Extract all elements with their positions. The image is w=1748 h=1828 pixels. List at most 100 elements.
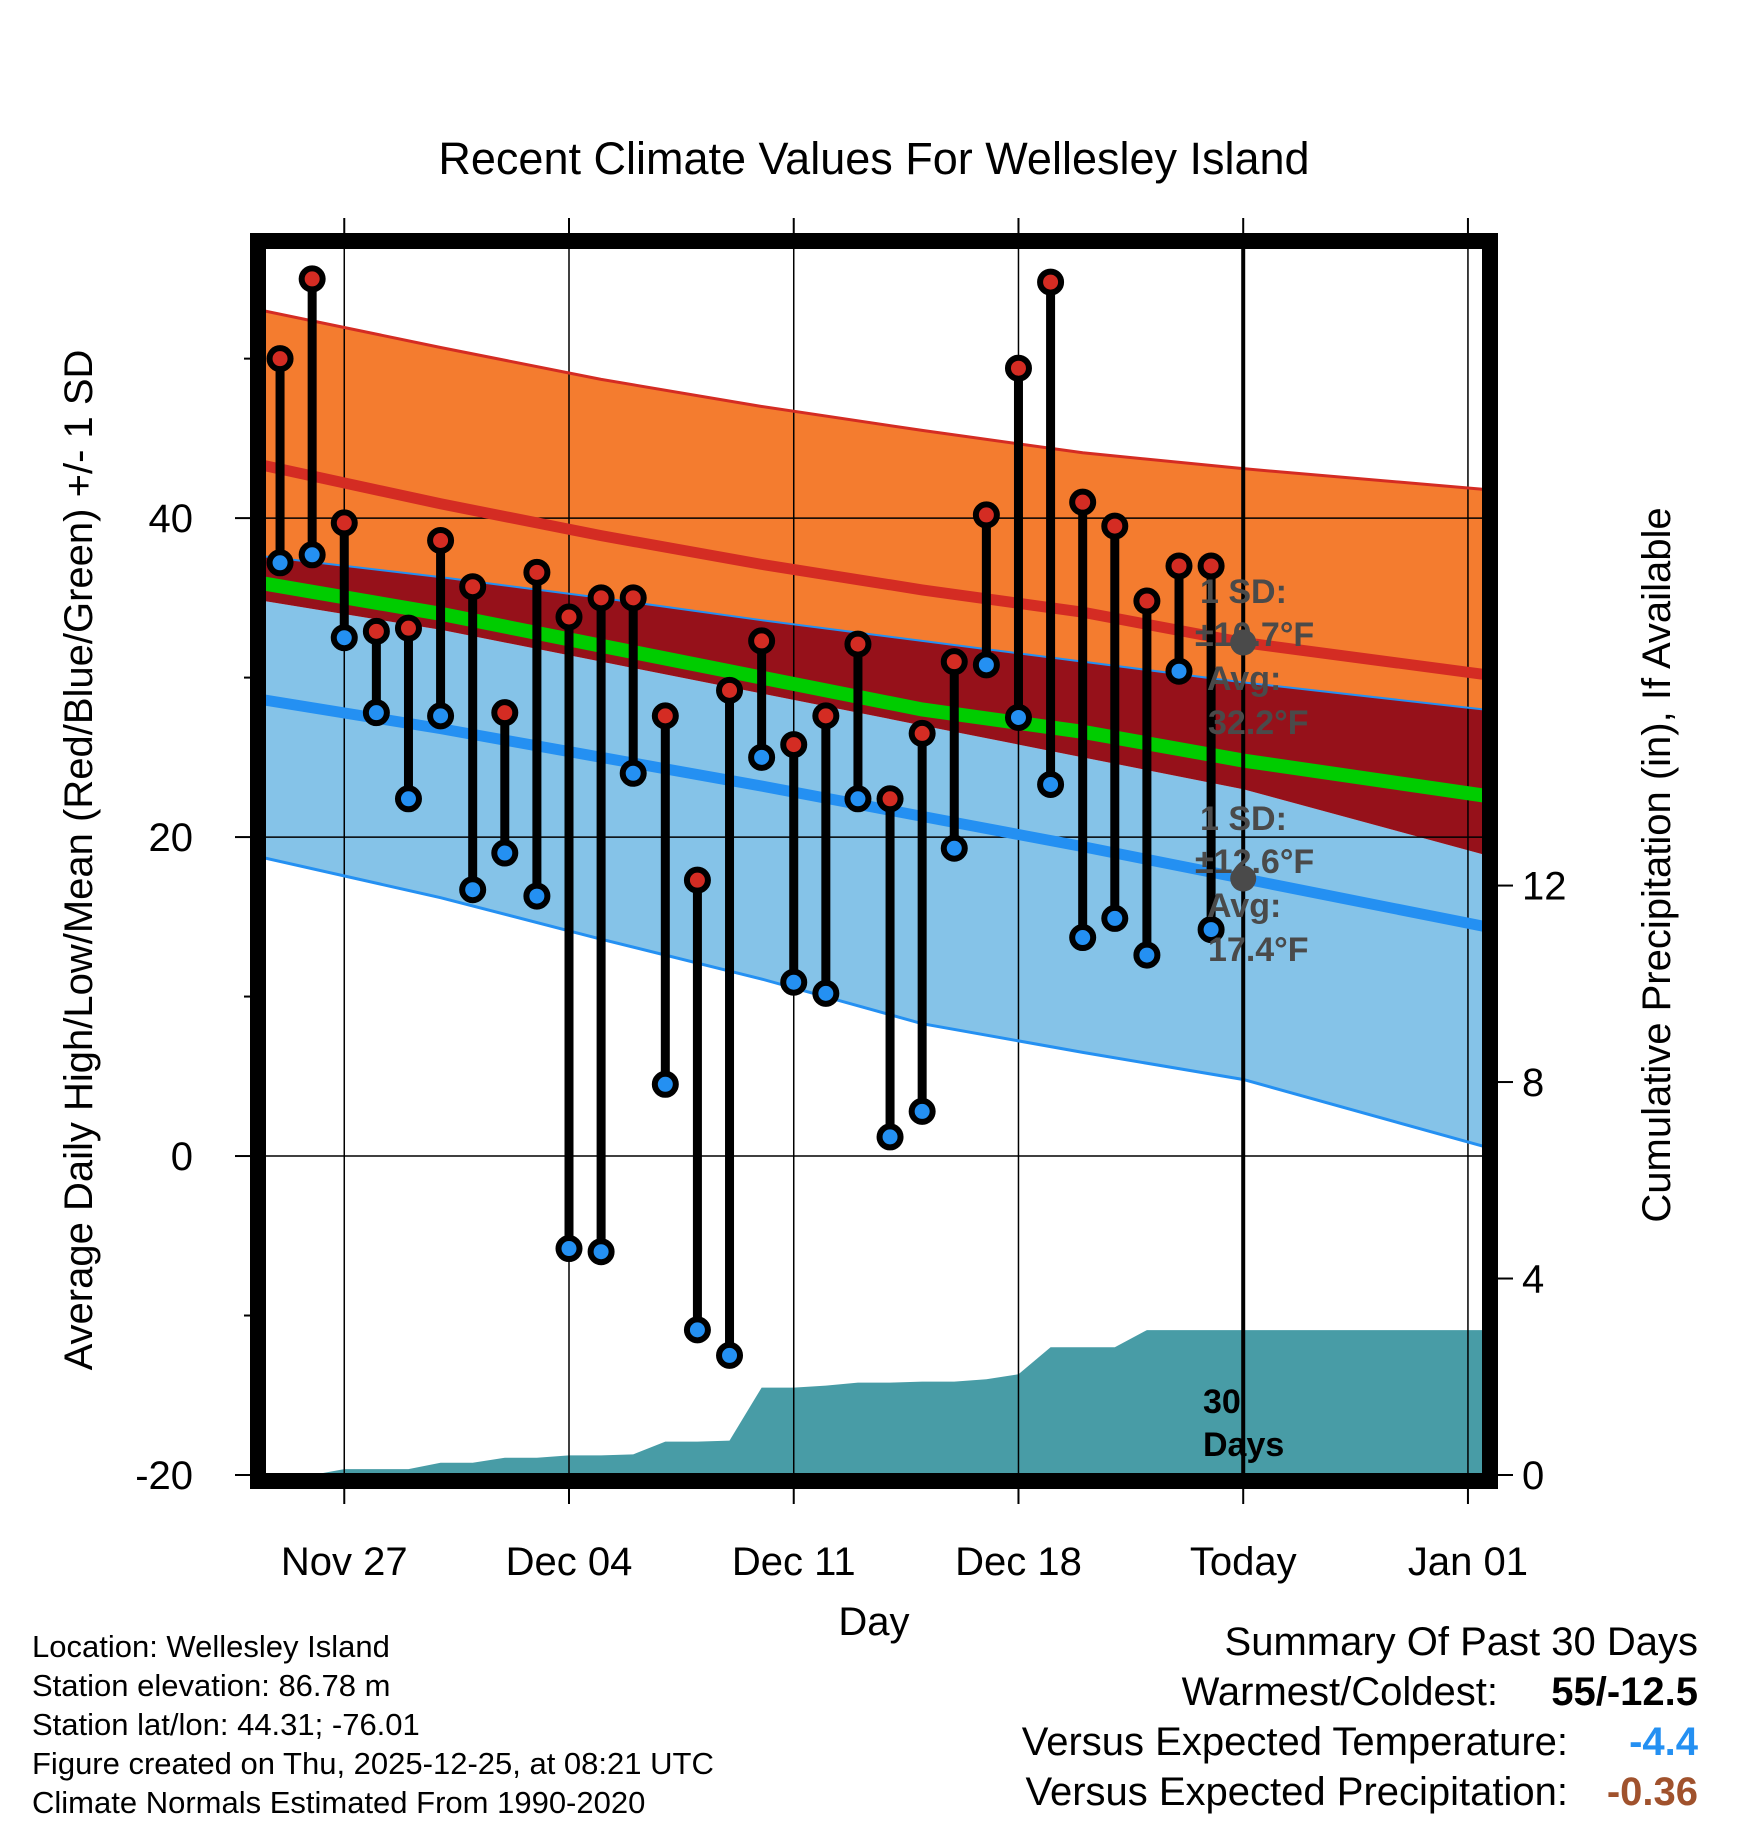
daily-high-point bbox=[587, 584, 615, 612]
high-avg-value: 32.2°F bbox=[1208, 704, 1309, 742]
low-sd-label: 1 SD: bbox=[1200, 800, 1287, 838]
daily-high-point bbox=[1133, 587, 1161, 615]
plot-inner bbox=[264, 247, 1484, 1475]
daily-high-point bbox=[491, 699, 519, 727]
daily-low-point bbox=[1101, 904, 1129, 932]
daily-high-point bbox=[1004, 354, 1032, 382]
normal-high-line bbox=[264, 460, 1484, 680]
daily-low-point bbox=[651, 1070, 679, 1098]
daily-high-point bbox=[459, 573, 487, 601]
daily-high-point bbox=[1069, 488, 1097, 516]
y2-tick-label: 8 bbox=[1522, 1061, 1544, 1105]
summary-warm-cold-label: Warmest/Coldest: bbox=[1181, 1670, 1498, 1714]
y2-tick-label: 4 bbox=[1522, 1258, 1544, 1302]
plot-frame bbox=[250, 233, 1498, 1489]
daily-low-point bbox=[1004, 703, 1032, 731]
y2-axis-label: Cumulative Precipitation (in), If Availa… bbox=[1635, 507, 1679, 1222]
x-tick-label: Dec 04 bbox=[506, 1540, 633, 1584]
daily-high-point bbox=[780, 731, 808, 759]
low-sd-bottom-line bbox=[264, 856, 1484, 1148]
y2-tick-label: 12 bbox=[1522, 865, 1567, 909]
high-avg-label: Avg: bbox=[1207, 660, 1281, 698]
daily-high-point bbox=[1165, 552, 1193, 580]
normal-mean-line bbox=[264, 576, 1484, 803]
daily-low-point bbox=[1037, 770, 1065, 798]
daily-low-point bbox=[555, 1235, 583, 1263]
daily-low-point bbox=[587, 1238, 615, 1266]
x-axis-label: Day bbox=[838, 1600, 909, 1644]
daily-high-point bbox=[555, 603, 583, 631]
days-word-label: Days bbox=[1203, 1426, 1284, 1464]
daily-high-point bbox=[619, 584, 647, 612]
daily-low-point bbox=[394, 785, 422, 813]
daily-high-point bbox=[748, 627, 776, 655]
daily-low-point bbox=[619, 759, 647, 787]
daily-low-point bbox=[844, 785, 872, 813]
daily-high-point bbox=[266, 345, 294, 373]
normal-low-line bbox=[264, 694, 1484, 932]
daily-low-point bbox=[459, 876, 487, 904]
daily-high-point bbox=[651, 702, 679, 730]
daily-high-point bbox=[940, 648, 968, 676]
footer-normals: Climate Normals Estimated From 1990-2020 bbox=[32, 1785, 646, 1820]
y-tick-label: 40 bbox=[149, 497, 194, 541]
daily-high-point bbox=[298, 265, 326, 293]
daily-low-point bbox=[523, 882, 551, 910]
daily-low-point bbox=[876, 1123, 904, 1151]
footer-location: Location: Wellesley Island bbox=[32, 1629, 390, 1664]
y-tick-label: -20 bbox=[135, 1454, 193, 1498]
summary-title: Summary Of Past 30 Days bbox=[1224, 1620, 1698, 1664]
days-count-label: 30 bbox=[1203, 1383, 1241, 1421]
daily-low-point bbox=[491, 839, 519, 867]
summary-warm-cold-value: 55/-12.5 bbox=[1551, 1670, 1698, 1714]
daily-low-point bbox=[1197, 916, 1225, 944]
daily-low-point bbox=[298, 541, 326, 569]
daily-low-point bbox=[1165, 657, 1193, 685]
low-avg-marker bbox=[1230, 865, 1257, 892]
summary-precip-label: Versus Expected Precipitation: bbox=[1025, 1770, 1568, 1814]
daily-high-point bbox=[1197, 552, 1225, 580]
y-tick-label: 20 bbox=[149, 816, 194, 860]
daily-high-point bbox=[1101, 512, 1129, 540]
low-avg-value: 17.4°F bbox=[1208, 931, 1309, 969]
daily-high-point bbox=[972, 501, 1000, 529]
summary-precip-value: -0.36 bbox=[1606, 1770, 1698, 1814]
daily-low-point bbox=[716, 1341, 744, 1369]
daily-low-point bbox=[780, 968, 808, 996]
daily-high-point bbox=[683, 866, 711, 894]
footer-latlon: Station lat/lon: 44.31; -76.01 bbox=[32, 1707, 420, 1742]
high-sd-label: 1 SD: bbox=[1200, 573, 1287, 611]
high-avg-marker bbox=[1230, 629, 1257, 656]
summary-temp-value: -4.4 bbox=[1629, 1720, 1698, 1764]
daily-high-point bbox=[427, 526, 455, 554]
y-axis-label: Average Daily High/Low/Mean (Red/Blue/Gr… bbox=[57, 350, 101, 1371]
daily-low-point bbox=[972, 651, 1000, 679]
x-tick-label: Jan 01 bbox=[1408, 1540, 1528, 1584]
daily-low-point bbox=[1069, 924, 1097, 952]
daily-low-point bbox=[812, 979, 840, 1007]
daily-low-point bbox=[427, 702, 455, 730]
daily-high-point bbox=[394, 614, 422, 642]
chart-title: Recent Climate Values For Wellesley Isla… bbox=[438, 133, 1309, 184]
daily-high-point bbox=[1037, 268, 1065, 296]
daily-low-point bbox=[266, 549, 294, 577]
x-tick-label: Today bbox=[1190, 1540, 1297, 1584]
y2-tick-label: 0 bbox=[1522, 1454, 1544, 1498]
daily-high-point bbox=[716, 676, 744, 704]
daily-low-point bbox=[683, 1316, 711, 1344]
high-sd-top-line bbox=[264, 309, 1484, 491]
daily-low-point bbox=[362, 699, 390, 727]
daily-high-point bbox=[908, 719, 936, 747]
x-tick-label: Dec 11 bbox=[732, 1540, 856, 1584]
daily-high-point bbox=[523, 558, 551, 586]
high-sd-value: ±10.7°F bbox=[1195, 616, 1314, 654]
daily-high-point bbox=[812, 702, 840, 730]
daily-low-point bbox=[330, 624, 358, 652]
daily-low-point bbox=[908, 1097, 936, 1125]
low-avg-label: Avg: bbox=[1207, 887, 1281, 925]
daily-low-point bbox=[940, 834, 968, 862]
daily-high-point bbox=[330, 509, 358, 537]
precip-area bbox=[264, 1330, 1484, 1475]
x-tick-label: Nov 27 bbox=[281, 1540, 408, 1584]
